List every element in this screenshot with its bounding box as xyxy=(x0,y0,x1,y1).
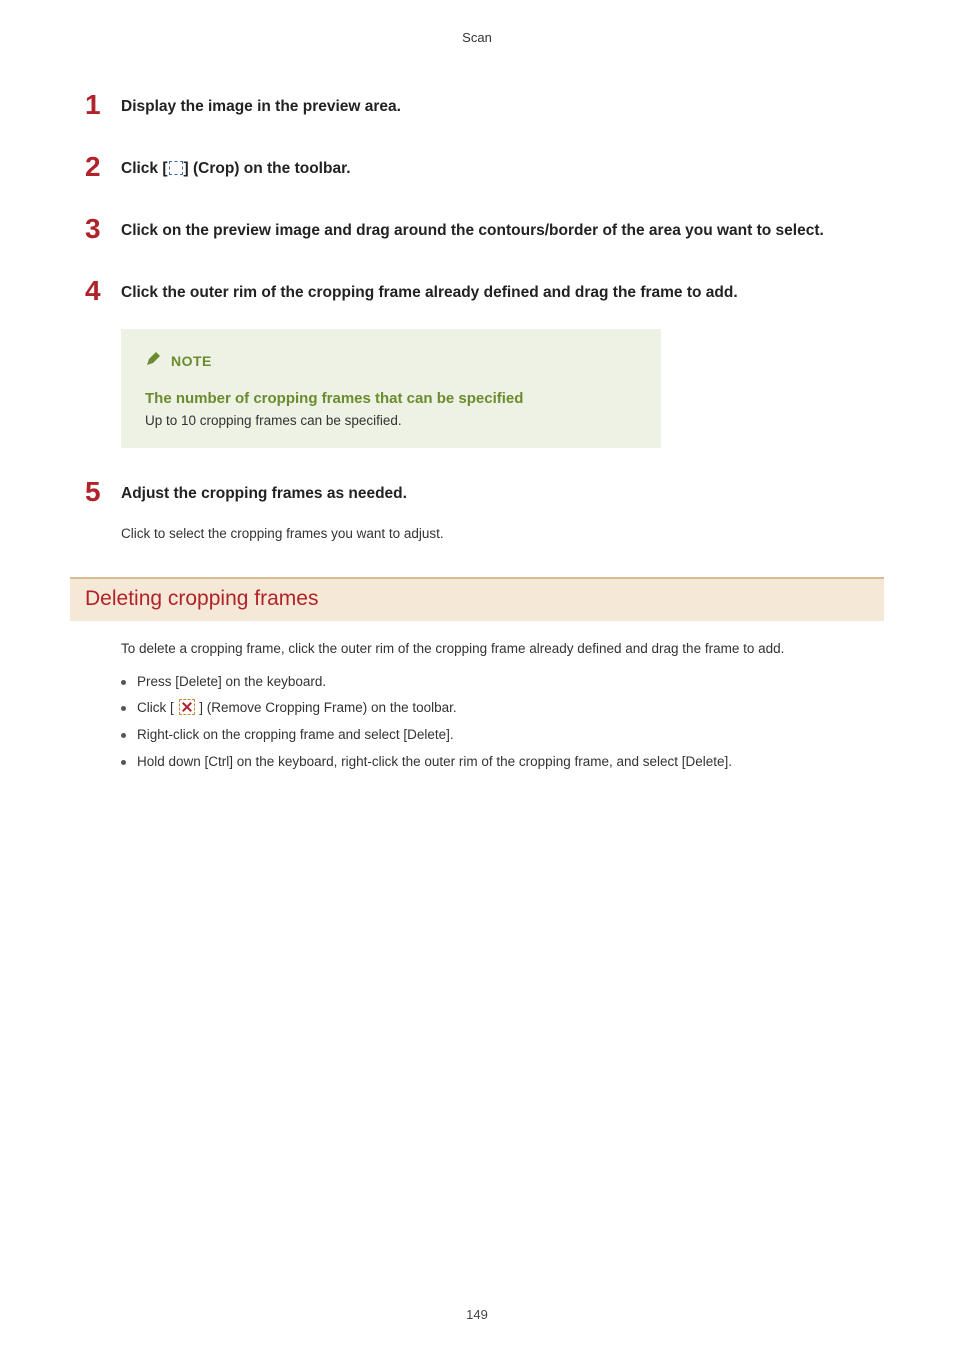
list-item: Click [ ] (Remove Cropping Frame) on the… xyxy=(121,699,869,718)
list-item: Press [Delete] on the keyboard. xyxy=(121,673,869,692)
bullet-list: Press [Delete] on the keyboard. Click [ … xyxy=(121,673,869,773)
list-item: Right-click on the cropping frame and se… xyxy=(121,726,869,745)
step-2: 2 Click [] (Crop) on the toolbar. xyxy=(85,157,869,181)
section-header-bar: Deleting cropping frames xyxy=(70,577,884,621)
list-item-text-before: Click [ xyxy=(137,700,178,715)
crop-icon xyxy=(169,161,183,175)
note-body: Up to 10 cropping frames can be specifie… xyxy=(145,413,637,428)
note-subtitle: The number of cropping frames that can b… xyxy=(145,390,637,407)
list-item: Hold down [Ctrl] on the keyboard, right-… xyxy=(121,753,869,772)
step-number: 2 xyxy=(85,153,121,181)
page-number: 149 xyxy=(0,1307,954,1322)
note-label: NOTE xyxy=(145,351,637,370)
step-number: 4 xyxy=(85,277,121,305)
step-1: 1 Display the image in the preview area. xyxy=(85,95,869,119)
step-text: Click the outer rim of the cropping fram… xyxy=(121,281,738,304)
step-text: Display the image in the preview area. xyxy=(121,95,401,118)
step-text-after: ] (Crop) on the toolbar. xyxy=(184,160,351,177)
step-subtext: Click to select the cropping frames you … xyxy=(121,526,869,541)
section-intro: To delete a cropping frame, click the ou… xyxy=(121,639,869,659)
section-title: Deleting cropping frames xyxy=(85,587,869,611)
step-text-before: Click [ xyxy=(121,160,168,177)
page-header: Scan xyxy=(85,30,869,45)
step-text: Click on the preview image and drag arou… xyxy=(121,219,824,242)
step-4: 4 Click the outer rim of the cropping fr… xyxy=(85,281,869,448)
list-item-text-after: ] (Remove Cropping Frame) on the toolbar… xyxy=(196,700,457,715)
note-box: NOTE The number of cropping frames that … xyxy=(121,329,661,448)
step-3: 3 Click on the preview image and drag ar… xyxy=(85,219,869,243)
step-number: 3 xyxy=(85,215,121,243)
step-number: 5 xyxy=(85,478,121,506)
step-text: Adjust the cropping frames as needed. xyxy=(121,482,407,505)
note-label-text: NOTE xyxy=(171,353,212,369)
remove-cropping-frame-icon xyxy=(179,699,195,715)
step-5: 5 Adjust the cropping frames as needed. … xyxy=(85,482,869,541)
document-page: Scan 1 Display the image in the preview … xyxy=(0,0,954,1350)
step-text: Click [ ] (Crop) on the toolbar. xyxy=(121,157,351,180)
step-number: 1 xyxy=(85,91,121,119)
pen-icon xyxy=(145,351,161,370)
